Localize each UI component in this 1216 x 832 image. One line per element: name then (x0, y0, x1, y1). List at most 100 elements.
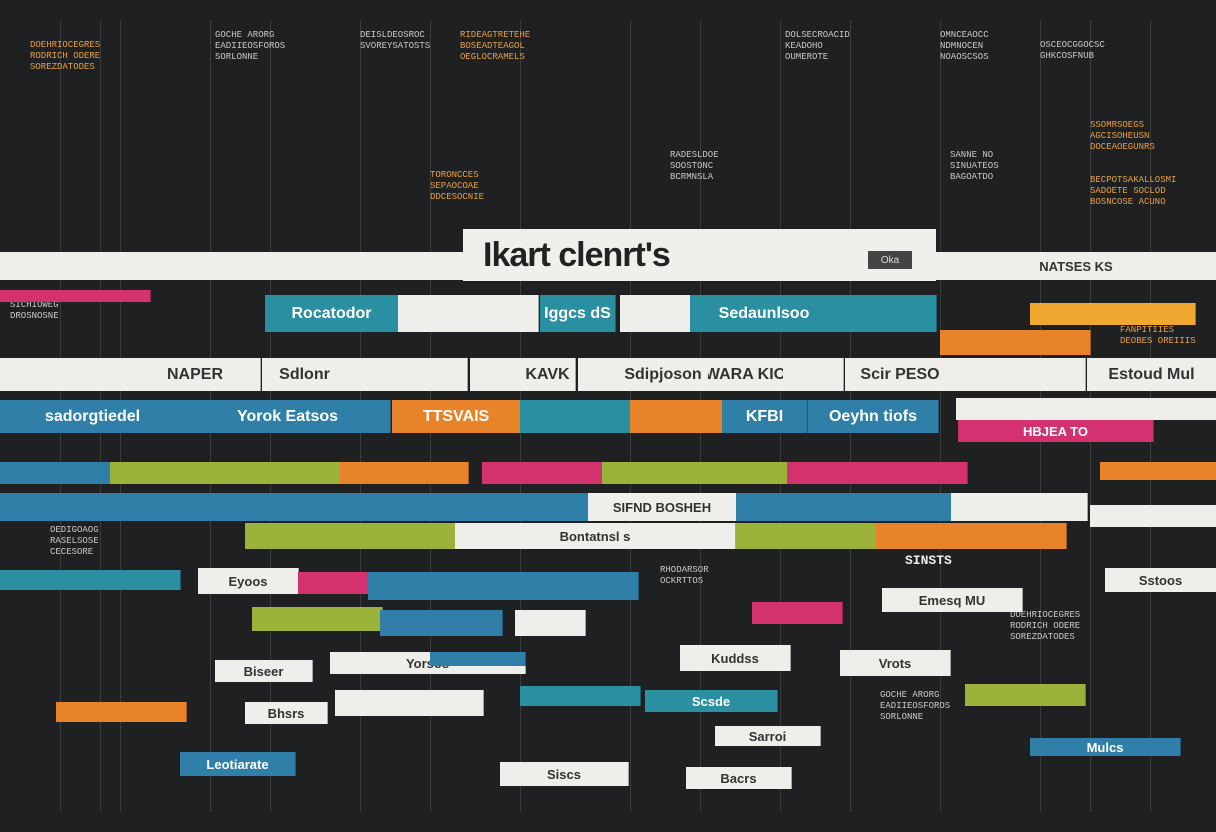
bar-label: WARA KIO (708, 365, 784, 383)
label-bar: HBJEA TO (958, 420, 1154, 442)
label-bar: Iggcs dS (540, 295, 616, 332)
label-bar (110, 462, 341, 484)
label-bar (245, 493, 591, 521)
bar-label: Siscs (547, 766, 581, 782)
text-block: TORONCCES SEPAOCOAE DDCESOCNIE (430, 170, 485, 202)
label-bar (1090, 505, 1216, 527)
label-bar (783, 358, 844, 391)
text-block: GOCHE ARORG EADIIEOSFOROS SORLONNE (215, 30, 286, 62)
bar-label: Sdlonr (279, 365, 330, 383)
title-text: Ikart clenrt's (483, 235, 671, 274)
bar-label: Sstoos (1138, 572, 1183, 588)
label-bar (940, 330, 1091, 355)
label-bar (298, 572, 369, 594)
label-bar: SIFND BOSHEH (588, 493, 737, 521)
label-bar: Sarroi (715, 726, 821, 746)
label-bar (470, 358, 521, 391)
label-bar (520, 686, 641, 706)
text-block: OMNCEAOCC NDMNOCEN NOAOSCSOS (940, 30, 989, 62)
label-bar: Kuddss (680, 645, 791, 671)
label-bar: KAVK (520, 358, 576, 391)
label-bar (335, 690, 484, 716)
label-bar (1020, 358, 1086, 391)
label-bar: KFBI (722, 400, 808, 433)
label-bar (515, 610, 586, 636)
bar-label: TTSVAIS (422, 407, 490, 425)
label-bar: WARA KIO (708, 358, 784, 391)
label-bar (380, 610, 503, 636)
text-block: DOEHRIOCEGRES RODRICH ODERE SOREZDATODES (30, 40, 101, 72)
bar-label: Sdipjoson (624, 365, 702, 383)
text-block: OSCEOCGGOCSC GHKCOSFNUB (1040, 40, 1105, 61)
label-bar (1030, 303, 1196, 325)
label-bar: Scir PESO (845, 358, 956, 391)
text-block: GOCHE ARORG EADIIEOSFOROS SORLONNE (880, 690, 951, 722)
label-bar: Sstoos (1105, 568, 1216, 592)
bar-label: Eyoos (228, 573, 268, 589)
bar-label: Mulcs (1086, 739, 1124, 755)
label-bar: Mulcs (1030, 738, 1181, 756)
grid-line (940, 20, 941, 812)
label-bar: Estoud Mul (1087, 358, 1216, 391)
label-bar: NATSES KS (936, 252, 1216, 280)
bar-label: Rocatodor (291, 304, 372, 322)
text-block: DOEHRIOCEGRES RODRICH ODERE SOREZDATODES (1010, 610, 1081, 642)
text-block: SSOMRSOEGS AGCISOHEUSN DOCEAOEGUNRS (1090, 120, 1155, 152)
label-bar: Sdlonr (262, 358, 348, 391)
title-banner: Ikart clenrt's Oka (463, 229, 936, 281)
label-bar (620, 295, 691, 332)
bar-label: HBJEA TO (1022, 423, 1088, 439)
bar-label: Bhsrs (267, 705, 305, 721)
bar-label: SIFND BOSHEH (612, 499, 712, 515)
label-bar (245, 523, 456, 549)
title-badge: Oka (868, 251, 912, 269)
label-bar (347, 358, 468, 391)
bar-label: Kuddss (711, 650, 759, 666)
label-bar (368, 572, 639, 600)
label-bar (630, 400, 726, 433)
label-bar: Rocatodor (265, 295, 399, 332)
label-bar (752, 602, 843, 624)
label-bar (578, 358, 619, 391)
bar-label: Bontatnsl s (559, 528, 631, 544)
label-bar (956, 398, 1216, 420)
label-bar: Biseer (215, 660, 313, 682)
bar-label: NAPER (166, 365, 223, 383)
label-bar (340, 462, 469, 484)
label-bar: Scsde (645, 690, 778, 712)
text-block: DOLSECROACID KEADOHO OUMEROTE (785, 30, 850, 62)
label-bar (876, 523, 1067, 549)
text-block: FANPITIIES DEOBES OREIIIS (1120, 325, 1196, 346)
label-bar: TTSVAIS (392, 400, 521, 433)
bar-label: Bacrs (720, 770, 757, 786)
label-bar (0, 493, 246, 521)
bar-label: Estoud Mul (1108, 365, 1195, 383)
label-bar (736, 493, 952, 521)
bar-label: Leotiarate (206, 756, 269, 772)
label-bar (736, 523, 877, 549)
text-block: SICHIOWEG DROSNOSNE (10, 300, 59, 321)
bar-label: Vrots (878, 655, 912, 671)
label-bar: Bacrs (686, 767, 792, 789)
floating-label: SINSTS (905, 553, 952, 568)
bar-label: Scsde (691, 693, 731, 709)
label-bar (252, 607, 383, 631)
label-bar (520, 400, 631, 433)
label-bar (0, 358, 131, 391)
bar-label: NATSES KS (1039, 258, 1113, 274)
label-bar (482, 462, 603, 484)
text-block: RIDEAGTRETEHE BOSEADTEAGOL OEGLOCRAMELS (460, 30, 531, 62)
bar-label: Yorok Eatsos (236, 407, 339, 425)
label-bar: Eyoos (198, 568, 299, 594)
label-bar: Vrots (840, 650, 951, 676)
label-bar: sadorgtiedel (0, 400, 186, 433)
label-bar (1100, 462, 1216, 480)
text-block: DEISLDEOSROC SVOREYSATOSTS (360, 30, 431, 51)
label-bar (602, 462, 788, 484)
bar-label: Scir PESO (860, 365, 940, 383)
bar-label: Sedaunlsoo (718, 304, 810, 322)
label-bar: Siscs (500, 762, 629, 786)
label-bar (56, 702, 187, 722)
label-bar: Sedaunlsoo (690, 295, 839, 332)
bar-label: Emesq MU (918, 592, 986, 608)
